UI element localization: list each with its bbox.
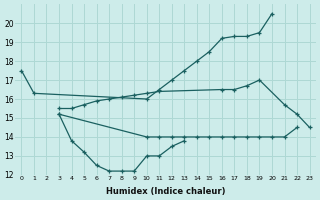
X-axis label: Humidex (Indice chaleur): Humidex (Indice chaleur) [106, 187, 225, 196]
